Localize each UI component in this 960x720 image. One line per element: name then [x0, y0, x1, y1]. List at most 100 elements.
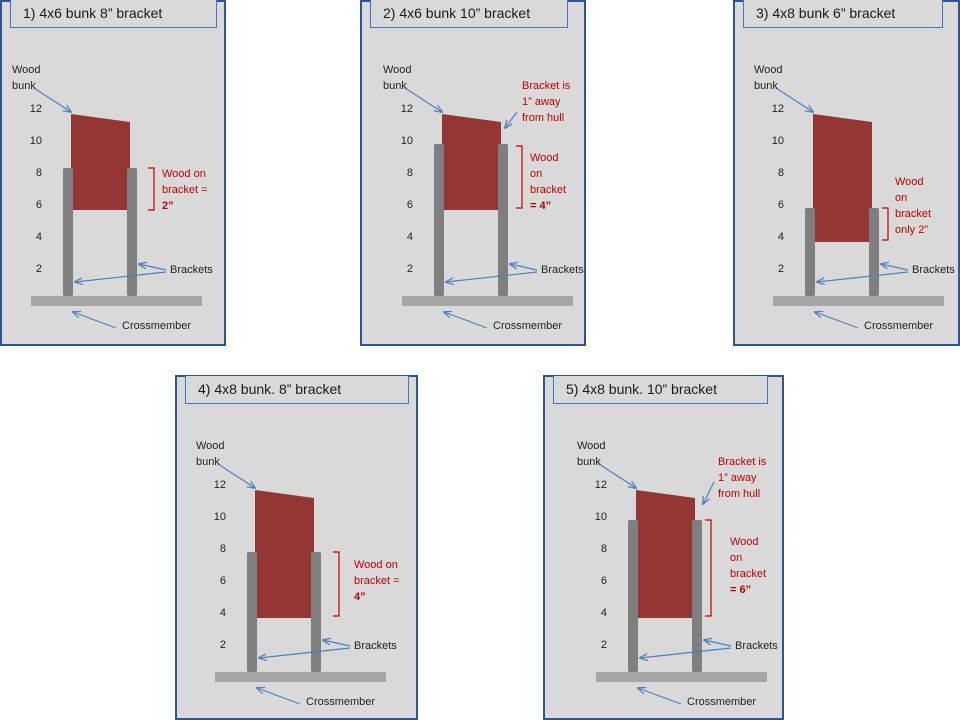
bracket-arrow	[323, 640, 351, 647]
axis-tick-label: 4	[777, 231, 784, 243]
axis-tick-label: 2	[35, 263, 42, 275]
axis-tick-label: 8	[600, 543, 607, 555]
wood-bunk-arrow	[598, 463, 636, 488]
wood-label-line1: Wood	[577, 440, 606, 452]
crossmember-label: Crossmember	[687, 696, 757, 708]
crossmember-label: Crossmember	[306, 696, 376, 708]
crossmember-bar	[402, 296, 573, 306]
wood-on-bracket-note: bracket	[730, 568, 767, 580]
panel-title: 2) 4x6 bunk 10” bracket	[370, 0, 568, 28]
axis-tick-label: 4	[35, 231, 42, 243]
axis-tick-label: 6	[777, 199, 784, 211]
panel-title: 4) 4x8 bunk. 8” bracket	[185, 376, 409, 404]
bracket-post	[628, 520, 638, 672]
crossmember-label: Crossmember	[122, 320, 192, 332]
axis-tick-label: 4	[406, 231, 413, 243]
bracket-post	[692, 520, 702, 672]
bracket-post	[311, 552, 321, 672]
axis-tick-label: 10	[771, 135, 784, 147]
wood-label-line2: bunk	[754, 80, 778, 92]
brackets-label: Brackets	[354, 640, 397, 652]
bracket-gap-arrow	[505, 111, 518, 128]
wood-label-line2: bunk	[383, 80, 407, 92]
wood-on-bracket-note: Wood	[730, 536, 759, 548]
axis-tick-label: 6	[406, 199, 413, 211]
wood-bunk-arrow	[404, 87, 442, 112]
axis-tick-label: 12	[400, 103, 413, 115]
wood-label-line2: bunk	[196, 456, 220, 468]
axis-tick-label: 4	[219, 607, 226, 619]
crossmember-bar	[773, 296, 944, 306]
bracket-post	[247, 552, 257, 672]
crossmember-label: Crossmember	[864, 320, 934, 332]
wood-bunk	[813, 114, 872, 242]
axis-tick-label: 10	[594, 511, 607, 523]
axis-tick-label: 10	[29, 135, 42, 147]
bracket-post	[869, 208, 879, 296]
wood-label-line2: bunk	[12, 80, 36, 92]
axis-tick-label: 12	[594, 479, 607, 491]
bracket-gap-note: 1” away	[718, 472, 757, 484]
bracket-arrow	[75, 271, 167, 282]
axis-tick-label: 6	[219, 575, 226, 587]
crossmember-arrow	[815, 312, 859, 329]
measurement-brace	[882, 207, 889, 241]
bracket-arrow	[139, 264, 167, 271]
crossmember-label: Crossmember	[493, 320, 563, 332]
axis-tick-label: 2	[219, 639, 226, 651]
axis-tick-label: 8	[777, 167, 784, 179]
wood-label-line1: Wood	[754, 64, 783, 76]
wood-bunk-arrow	[33, 87, 71, 112]
bracket-post	[127, 168, 137, 296]
wood-on-bracket-note: = 4”	[530, 200, 552, 212]
crossmember-arrow	[73, 312, 117, 329]
axis-tick-label: 10	[213, 511, 226, 523]
wood-on-bracket-note: Wood on	[162, 168, 206, 180]
wood-on-bracket-note: 4”	[354, 591, 366, 603]
bracket-gap-arrow	[703, 481, 715, 504]
wood-bunk-arrow	[217, 463, 255, 488]
wood-bunk	[255, 490, 314, 618]
axis-tick-label: 2	[406, 263, 413, 275]
axis-tick-label: 4	[600, 607, 607, 619]
measurement-brace	[148, 167, 155, 211]
axis-tick-label: 12	[213, 479, 226, 491]
crossmember-bar	[215, 672, 386, 682]
bracket-gap-note: from hull	[522, 112, 565, 124]
bracket-post	[805, 208, 815, 296]
wood-label-line2: bunk	[577, 456, 601, 468]
bracket-arrow	[259, 647, 351, 658]
bracket-gap-note: 1” away	[522, 96, 561, 108]
wood-bunk	[71, 114, 130, 210]
brackets-label: Brackets	[912, 264, 955, 276]
panel-title: 1) 4x6 bunk 8” bracket	[10, 0, 217, 28]
wood-bunk	[442, 114, 501, 210]
crossmember-arrow	[257, 688, 301, 705]
brackets-label: Brackets	[541, 264, 584, 276]
bracket-gap-note: Bracket is	[522, 80, 571, 92]
measurement-brace	[705, 519, 712, 617]
wood-label-line1: Wood	[383, 64, 412, 76]
bracket-post	[434, 144, 444, 296]
axis-tick-label: 6	[35, 199, 42, 211]
bracket-arrow	[817, 271, 909, 282]
bracket-arrow	[640, 647, 732, 658]
measurement-brace	[516, 145, 523, 209]
axis-tick-label: 2	[777, 263, 784, 275]
wood-on-bracket-note: on	[895, 192, 908, 204]
wood-on-bracket-note: Wood on	[354, 559, 398, 571]
axis-tick-label: 12	[29, 103, 42, 115]
bracket-arrow	[510, 264, 538, 271]
panel-title: 3) 4x8 bunk 6” bracket	[743, 0, 943, 28]
axis-tick-label: 8	[406, 167, 413, 179]
wood-label-line1: Wood	[196, 440, 225, 452]
wood-on-bracket-note: bracket	[895, 208, 932, 220]
crossmember-bar	[596, 672, 767, 682]
axis-tick-label: 2	[600, 639, 607, 651]
bracket-arrow	[704, 640, 732, 647]
crossmember-bar	[31, 296, 202, 306]
axis-tick-label: 10	[400, 135, 413, 147]
wood-on-bracket-note: Wood	[530, 152, 559, 164]
axis-tick-label: 12	[771, 103, 784, 115]
